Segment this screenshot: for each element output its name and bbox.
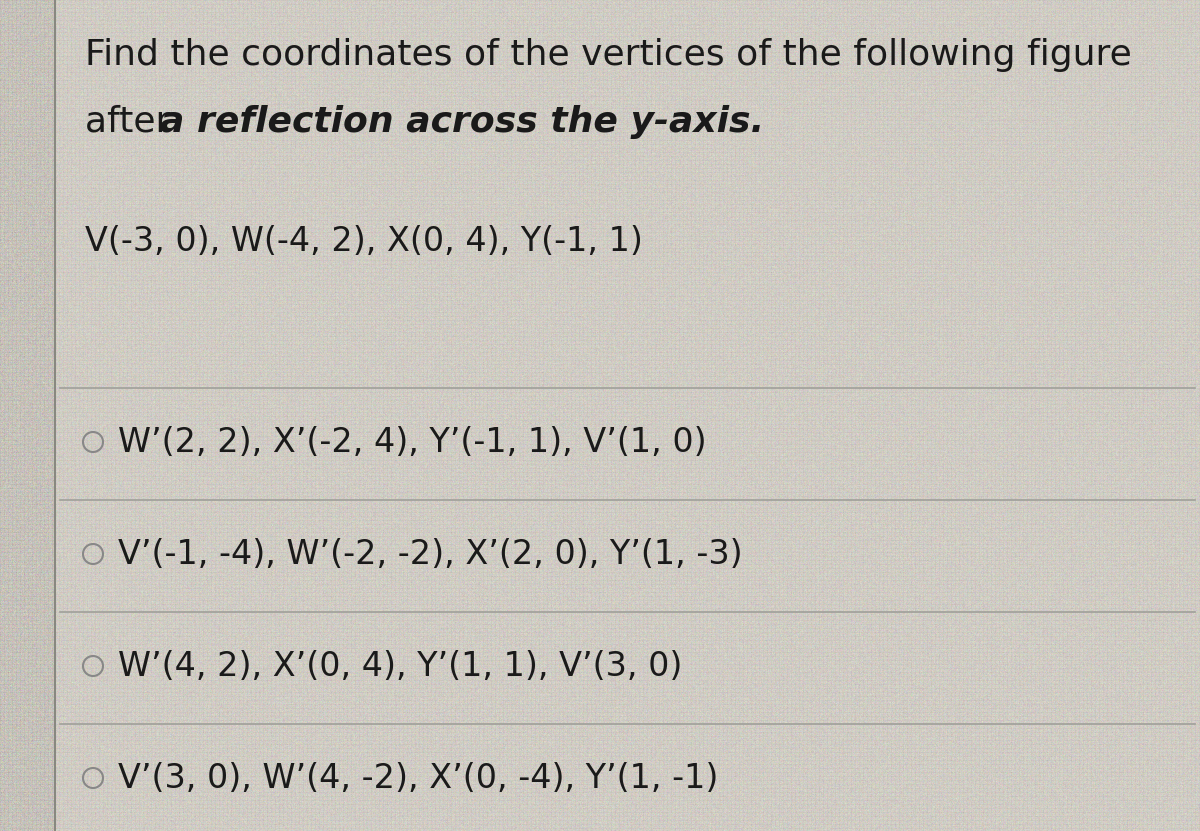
- Text: a reflection across the y-axis.: a reflection across the y-axis.: [160, 105, 764, 139]
- Text: V’(-1, -4), W’(-2, -2), X’(2, 0), Y’(1, -3): V’(-1, -4), W’(-2, -2), X’(2, 0), Y’(1, …: [118, 538, 743, 571]
- Text: W’(4, 2), X’(0, 4), Y’(1, 1), V’(3, 0): W’(4, 2), X’(0, 4), Y’(1, 1), V’(3, 0): [118, 650, 683, 682]
- Text: after: after: [85, 105, 182, 139]
- Text: Find the coordinates of the vertices of the following figure: Find the coordinates of the vertices of …: [85, 38, 1132, 72]
- Text: V’(3, 0), W’(4, -2), X’(0, -4), Y’(1, -1): V’(3, 0), W’(4, -2), X’(0, -4), Y’(1, -1…: [118, 761, 719, 794]
- Text: V(-3, 0), W(-4, 2), X(0, 4), Y(-1, 1): V(-3, 0), W(-4, 2), X(0, 4), Y(-1, 1): [85, 225, 643, 258]
- Text: W’(2, 2), X’(-2, 4), Y’(-1, 1), V’(1, 0): W’(2, 2), X’(-2, 4), Y’(-1, 1), V’(1, 0): [118, 425, 707, 459]
